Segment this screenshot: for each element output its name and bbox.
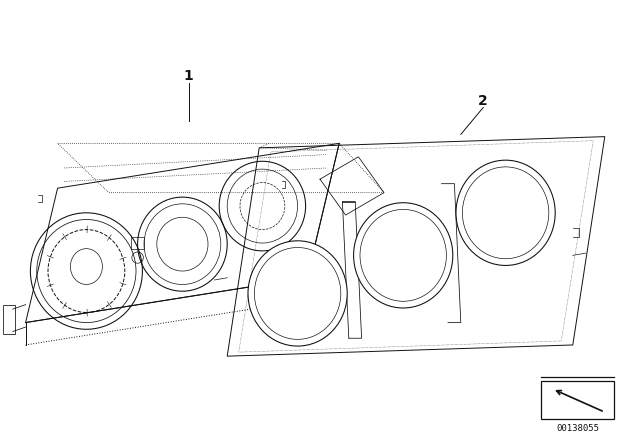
- Text: 2: 2: [478, 94, 488, 108]
- Ellipse shape: [353, 203, 453, 308]
- Bar: [541, 381, 614, 419]
- Ellipse shape: [248, 241, 348, 346]
- Bar: [3, 305, 15, 334]
- Text: 1: 1: [184, 69, 194, 83]
- Ellipse shape: [456, 160, 556, 265]
- Text: 00138055: 00138055: [556, 424, 599, 433]
